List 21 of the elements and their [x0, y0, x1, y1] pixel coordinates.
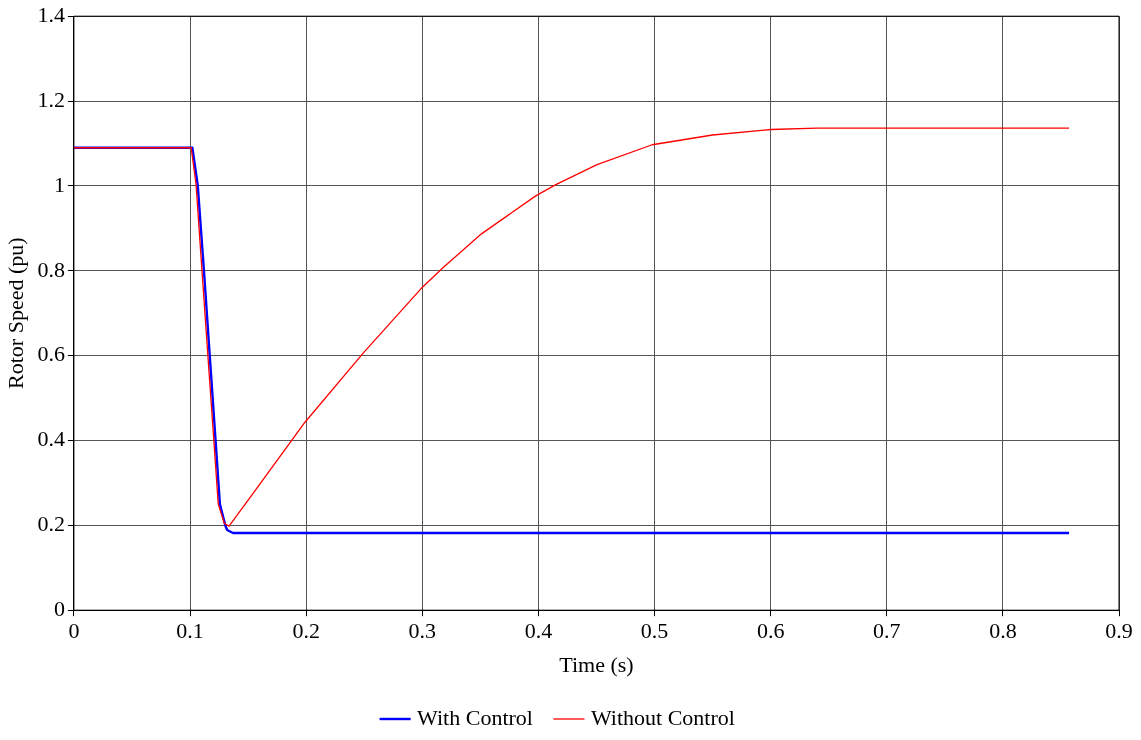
y-tick-label: 0: [53, 595, 65, 621]
x-tick-label: 0.9: [1105, 618, 1133, 644]
y-tick-label: 0.2: [37, 511, 65, 537]
x-tick-label: 0.2: [292, 618, 320, 644]
x-tick-label: 0.4: [524, 618, 553, 644]
y-tick-label: 1.2: [37, 86, 65, 112]
legend-label: Without Control: [590, 704, 735, 730]
y-tick-label: 1.4: [37, 1, 65, 27]
y-tick-label: 1: [53, 171, 65, 197]
x-tick-label: 0.1: [176, 618, 204, 644]
x-axis-title: Time (s): [559, 651, 634, 677]
legend-label: With Control: [417, 704, 533, 730]
x-tick-label: 0.7: [873, 618, 901, 644]
x-tick-label: 0.5: [640, 618, 669, 644]
y-tick-label: 0.8: [37, 256, 65, 282]
y-axis-title: Rotor Speed (pu): [2, 237, 28, 389]
y-tick-label: 0.6: [37, 341, 65, 367]
x-tick-label: 0.8: [989, 618, 1017, 644]
x-tick-label: 0.3: [408, 618, 437, 644]
y-tick-label: 0.4: [37, 426, 65, 452]
x-tick-label: 0.6: [756, 618, 785, 644]
